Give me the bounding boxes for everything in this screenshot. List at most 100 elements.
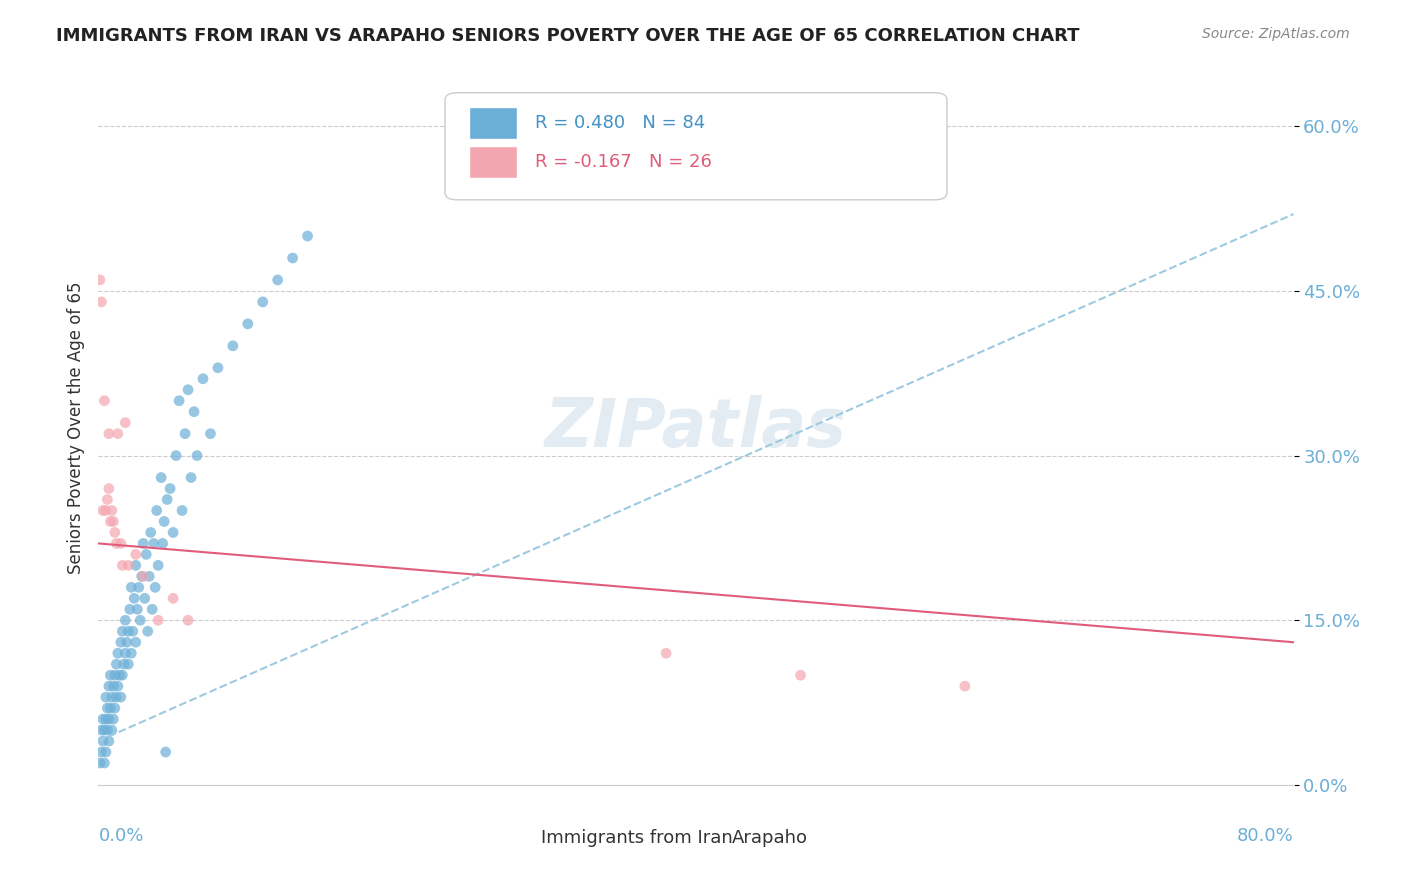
- Point: [172, 503, 194, 517]
- Point: [127, 602, 149, 616]
- Point: [177, 383, 200, 397]
- Point: [191, 372, 214, 386]
- Bar: [470, 107, 517, 139]
- Point: [125, 635, 148, 649]
- Point: [167, 393, 190, 408]
- Point: [125, 548, 148, 562]
- Point: [165, 449, 187, 463]
- Point: [162, 591, 184, 606]
- Point: [101, 723, 124, 737]
- Point: [152, 536, 174, 550]
- Point: [107, 426, 129, 441]
- Point: [148, 558, 170, 573]
- Point: [236, 317, 259, 331]
- Point: [98, 668, 122, 682]
- Point: [110, 690, 132, 705]
- Point: [97, 734, 120, 748]
- Point: [97, 426, 120, 441]
- Text: Immigrants from Iran: Immigrants from Iran: [541, 830, 733, 847]
- Point: [267, 273, 290, 287]
- Point: [97, 712, 120, 726]
- Point: [128, 580, 150, 594]
- Point: [97, 482, 120, 496]
- Bar: [470, 146, 517, 178]
- Point: [139, 525, 162, 540]
- Point: [222, 339, 245, 353]
- Point: [177, 613, 200, 627]
- Point: [103, 679, 125, 693]
- Point: [101, 503, 124, 517]
- Point: [117, 624, 139, 639]
- Text: Arapaho: Arapaho: [733, 830, 808, 847]
- Point: [97, 679, 120, 693]
- Point: [117, 558, 139, 573]
- Point: [89, 273, 111, 287]
- Point: [121, 624, 143, 639]
- Point: [789, 668, 811, 682]
- Point: [104, 525, 127, 540]
- Point: [155, 745, 177, 759]
- Point: [145, 503, 167, 517]
- Point: [207, 360, 229, 375]
- Point: [124, 591, 146, 606]
- Point: [93, 756, 115, 770]
- Text: R = -0.167   N = 26: R = -0.167 N = 26: [534, 153, 711, 171]
- Point: [105, 657, 128, 672]
- Point: [98, 701, 122, 715]
- Text: 0.0%: 0.0%: [98, 827, 143, 845]
- Point: [110, 536, 132, 550]
- Point: [120, 646, 142, 660]
- Point: [159, 482, 181, 496]
- Point: [142, 536, 165, 550]
- Text: IMMIGRANTS FROM IRAN VS ARAPAHO SENIORS POVERTY OVER THE AGE OF 65 CORRELATION C: IMMIGRANTS FROM IRAN VS ARAPAHO SENIORS …: [56, 27, 1080, 45]
- Point: [153, 515, 176, 529]
- Point: [114, 613, 136, 627]
- Point: [103, 515, 125, 529]
- Point: [150, 470, 173, 484]
- Point: [105, 536, 128, 550]
- Point: [156, 492, 179, 507]
- Y-axis label: Seniors Poverty Over the Age of 65: Seniors Poverty Over the Age of 65: [66, 282, 84, 574]
- Point: [101, 690, 124, 705]
- Point: [297, 229, 319, 244]
- Text: R = 0.480   N = 84: R = 0.480 N = 84: [534, 114, 704, 132]
- Point: [148, 613, 170, 627]
- Point: [93, 723, 115, 737]
- Point: [134, 591, 156, 606]
- Point: [105, 690, 128, 705]
- Point: [162, 525, 184, 540]
- Point: [135, 548, 157, 562]
- Point: [281, 251, 304, 265]
- Point: [118, 602, 141, 616]
- Point: [104, 701, 127, 715]
- Point: [91, 734, 114, 748]
- Point: [90, 723, 112, 737]
- Point: [252, 294, 274, 309]
- Point: [94, 745, 117, 759]
- Point: [108, 668, 131, 682]
- Point: [96, 492, 118, 507]
- Point: [200, 426, 222, 441]
- Point: [132, 536, 155, 550]
- Bar: [499, 828, 533, 846]
- Point: [141, 602, 163, 616]
- Point: [91, 712, 114, 726]
- Point: [114, 646, 136, 660]
- Point: [94, 712, 117, 726]
- Point: [125, 558, 148, 573]
- Text: 80.0%: 80.0%: [1237, 827, 1294, 845]
- Point: [89, 756, 111, 770]
- Point: [104, 668, 127, 682]
- Point: [953, 679, 976, 693]
- Point: [120, 580, 142, 594]
- Point: [98, 515, 122, 529]
- Point: [94, 503, 117, 517]
- Point: [129, 613, 152, 627]
- Point: [138, 569, 160, 583]
- Point: [180, 470, 202, 484]
- Point: [107, 679, 129, 693]
- Point: [94, 690, 117, 705]
- Point: [110, 635, 132, 649]
- Point: [90, 294, 112, 309]
- Point: [111, 558, 134, 573]
